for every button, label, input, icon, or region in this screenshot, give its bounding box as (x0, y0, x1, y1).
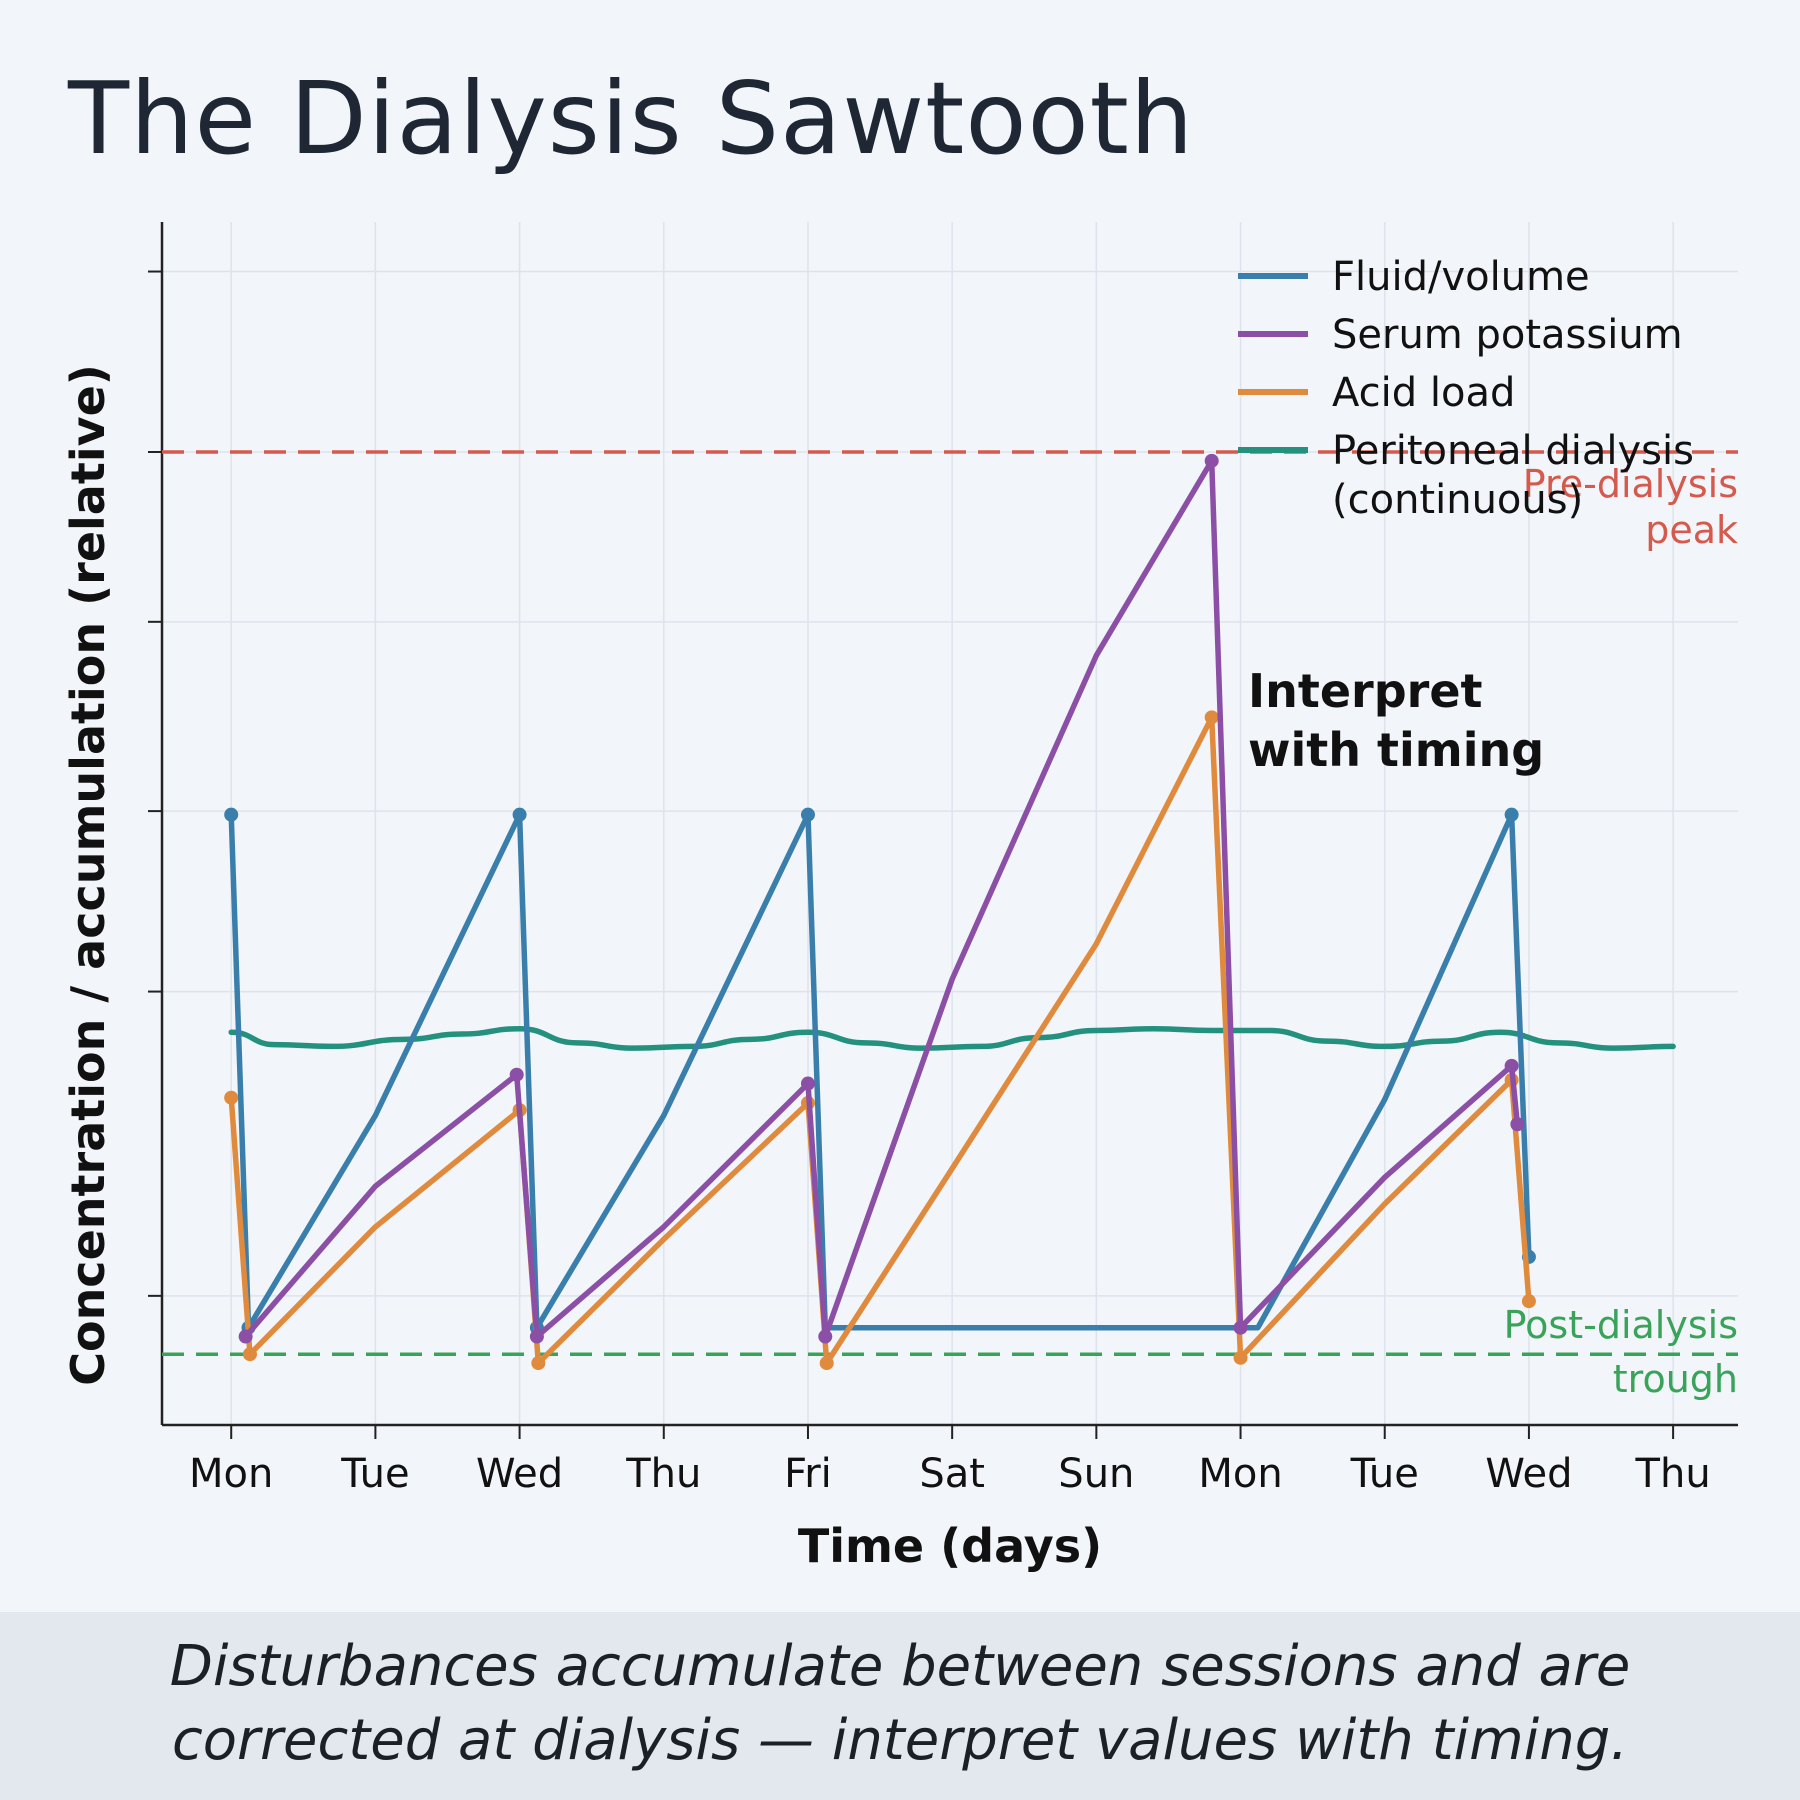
point-fluid-0 (224, 807, 239, 822)
x-tick-label-thu: Thu (1635, 1451, 1711, 1497)
legend-label-potassium: Serum potassium (1332, 312, 1683, 358)
x-tick-labels: Mon Tue Wed Thu Fri Sat Sun Mon Tue Wed Thu (189, 1451, 1711, 1497)
point-fluid-11 (1504, 807, 1519, 822)
series-line-peritoneal (228, 1025, 1676, 1051)
series-lines (224, 453, 1676, 1371)
series-line-potassium (242, 458, 1521, 1340)
point-acid-14 (1521, 1294, 1536, 1309)
caption: Disturbances accumulate between sessions… (0, 1630, 1800, 1778)
point-acid-11 (1233, 1350, 1248, 1365)
point-potassium-2 (509, 1067, 524, 1082)
point-acid-1 (242, 1347, 257, 1362)
legend-label-acid: Acid load (1332, 370, 1515, 416)
x-tick-label-wed: Wed (476, 1451, 563, 1497)
point-fluid-3 (512, 807, 527, 822)
x-tick-label-sun: Sun (1058, 1451, 1134, 1497)
reference-label-1-line1: Post-dialysis (1504, 1303, 1738, 1347)
point-fluid-6 (800, 807, 815, 822)
x-axis-label: Time (days) (798, 1519, 1102, 1573)
legend-label-peritoneal-line2: (continuous) (1332, 477, 1583, 523)
point-potassium-12 (1504, 1058, 1519, 1073)
x-tick-label-wed: Wed (1485, 1451, 1572, 1497)
axes (148, 222, 1738, 1439)
point-acid-10 (1204, 710, 1219, 725)
x-tick-label-tue: Tue (1350, 1451, 1419, 1497)
point-potassium-9 (1204, 453, 1219, 468)
point-acid-4 (531, 1356, 546, 1371)
reference-label-0-line1: Pre-dialysis (1523, 462, 1738, 506)
legend-label-peritoneal: Peritoneal dialysis (1332, 428, 1694, 474)
x-tick-label-sat: Sat (919, 1451, 985, 1497)
point-potassium-10 (1233, 1320, 1248, 1335)
point-potassium-0 (238, 1329, 253, 1344)
reference-label-1-line2: trough (1613, 1357, 1738, 1401)
annotation-line2: with timing (1248, 723, 1544, 777)
point-potassium-5 (800, 1076, 815, 1091)
point-acid-0 (224, 1090, 239, 1105)
y-axis-label: Concentration / accumulation (relative) (61, 364, 115, 1386)
legend-label-fluid: Fluid/volume (1332, 254, 1590, 300)
annotation: Interpret with timing (1248, 664, 1544, 777)
caption-line2: corrected at dialysis — interpret values… (171, 1708, 1629, 1773)
x-tick-label-tue: Tue (340, 1451, 409, 1497)
point-potassium-13 (1510, 1117, 1525, 1132)
point-potassium-3 (529, 1329, 544, 1344)
caption-line1: Disturbances accumulate between sessions… (169, 1634, 1631, 1699)
reference-label-0-line2: peak (1645, 508, 1738, 552)
legend: Fluid/volume Serum potassium Acid load Peri… (1238, 254, 1694, 523)
chart-title: The Dialysis Sawtooth (68, 60, 1195, 177)
x-tick-label-mon: Mon (189, 1451, 273, 1497)
annotation-line1: Interpret (1248, 664, 1483, 718)
x-tick-label-mon: Mon (1198, 1451, 1282, 1497)
series-line-fluid (228, 811, 1532, 1331)
point-potassium-6 (818, 1329, 833, 1344)
x-tick-label-fri: Fri (784, 1451, 832, 1497)
caption-band (0, 1612, 1800, 1800)
point-acid-7 (819, 1356, 834, 1371)
x-tick-label-thu: Thu (625, 1451, 701, 1497)
